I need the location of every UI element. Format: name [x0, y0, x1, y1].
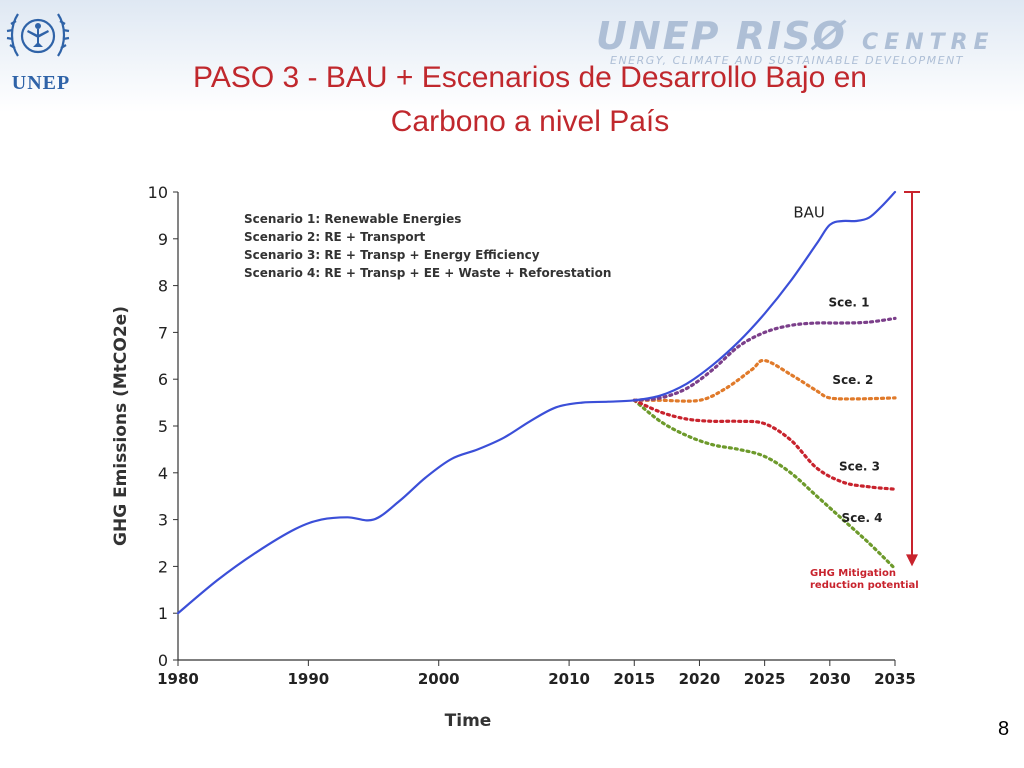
unep-emblem-icon [6, 13, 70, 57]
series-label: BAU [793, 204, 825, 222]
y-tick-label: 6 [158, 370, 168, 389]
y-tick-label: 9 [158, 230, 168, 249]
emissions-chart: 0 1 2 3 4 5 6 7 8 9 10 1980 1990 2000 2010 2015 2020 2025… [100, 170, 940, 745]
x-tick-label: 2035 [874, 670, 916, 688]
series-line-sce-4 [632, 398, 897, 571]
x-tick-label: 2000 [418, 670, 460, 688]
slide-title-line-1: PASO 3 - BAU + Escenarios de Desarrollo … [193, 61, 867, 94]
slide-title-line-2: Carbono a nivel País [390, 105, 670, 138]
legend-entry: Scenario 4: RE + Transp + EE + Waste + R… [244, 266, 611, 280]
x-tick-label: 2020 [679, 670, 721, 688]
mitigation-annotation-line-2: reduction potential [810, 580, 919, 591]
series-line-sce-2 [632, 358, 897, 403]
series-line-bau [176, 190, 897, 615]
header-band [0, 0, 1024, 150]
legend-entry: Scenario 3: RE + Transp + Energy Efficie… [244, 248, 540, 262]
unep-logo: UNEP [6, 6, 70, 94]
series-label: Sce. 1 [829, 296, 870, 310]
y-axis-label: GHG Emissions (MtCO2e) [111, 306, 131, 546]
x-axis-label: Time [445, 711, 492, 731]
unep-logo-text: UNEP [11, 72, 71, 94]
x-tick-label: 1980 [157, 670, 199, 688]
y-tick-label: 8 [158, 277, 168, 296]
series-label: Sce. 4 [842, 511, 883, 525]
series-line-sce-1 [632, 316, 897, 402]
y-tick-label: 10 [148, 183, 168, 202]
x-tick-label: 2030 [809, 670, 851, 688]
slide-title: PASO 3 - BAU + Escenarios de Desarrollo … [110, 56, 950, 144]
mitigation-annotation-line-1: GHG Mitigation [810, 568, 896, 579]
y-tick-label: 1 [158, 604, 168, 623]
y-tick-label: 5 [158, 417, 168, 436]
x-tick-label: 2025 [744, 670, 786, 688]
y-tick-label: 7 [158, 323, 168, 342]
riso-logo-main: UNEP RISØ CENTRE [596, 14, 995, 58]
riso-logo-subtitle: ENERGY, CLIMATE AND SUSTAINABLE DEVELOPM… [610, 54, 964, 67]
series-line-sce-3 [632, 398, 897, 491]
y-tick-label: 0 [158, 651, 168, 670]
y-tick-label: 2 [158, 557, 168, 576]
riso-logo-centre: CENTRE [862, 30, 995, 55]
riso-logo-name: UNEP RISØ [596, 14, 847, 58]
slide-number: 8 [998, 718, 1010, 740]
series-label: Sce. 3 [839, 459, 880, 473]
emissions-chart-svg: 0 1 2 3 4 5 6 7 8 9 10 1980 1990 2000 2010 2015 2020 2025… [111, 183, 920, 731]
y-tick-label: 4 [158, 464, 168, 483]
legend-entry: Scenario 2: RE + Transport [244, 230, 425, 244]
legend-entry: Scenario 1: Renewable Energies [244, 212, 461, 226]
mitigation-arrow-head [906, 554, 918, 567]
unep-riso-logo: UNEP RISØ CENTRE ENERGY, CLIMATE AND SUS… [596, 14, 1016, 74]
y-tick-label: 3 [158, 511, 168, 530]
x-tick-label: 1990 [287, 670, 329, 688]
x-tick-label: 2015 [613, 670, 655, 688]
x-tick-label: 2010 [548, 670, 590, 688]
series-label: Sce. 2 [832, 373, 873, 387]
